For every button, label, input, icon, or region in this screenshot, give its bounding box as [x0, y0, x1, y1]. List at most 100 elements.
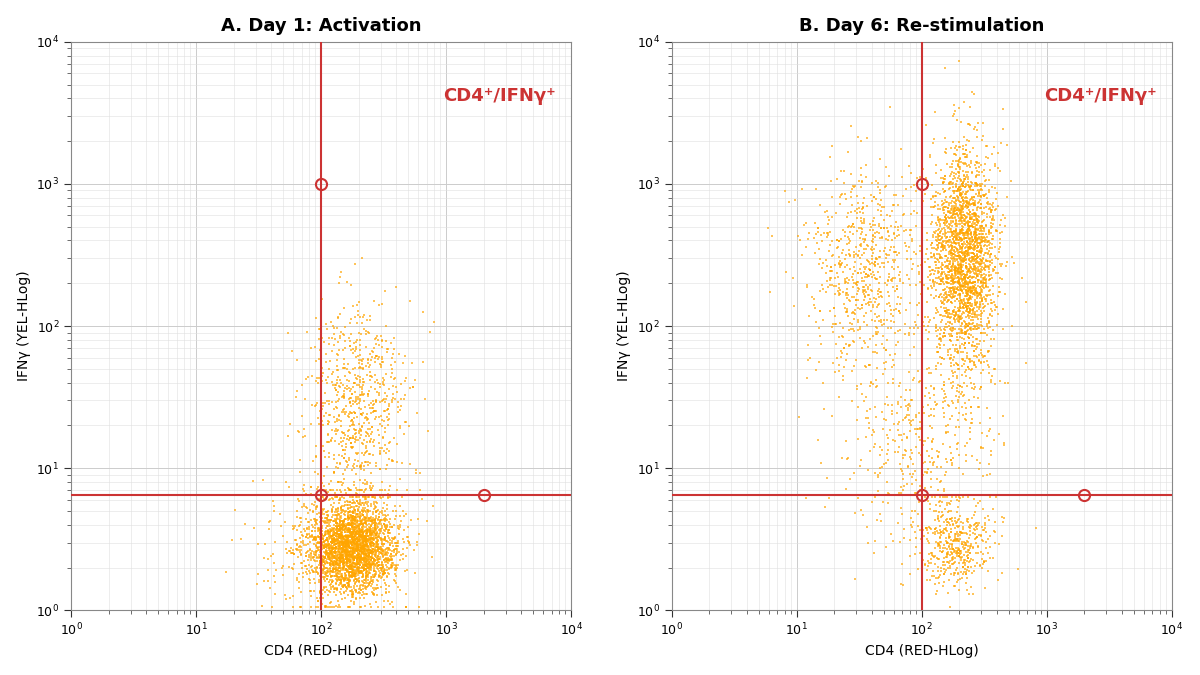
- Point: [944, 313, 964, 324]
- Point: [925, 200, 944, 211]
- Point: [895, 413, 914, 424]
- Point: [906, 186, 925, 196]
- Point: [334, 564, 353, 575]
- Point: [332, 546, 352, 557]
- Point: [352, 518, 371, 529]
- Point: [328, 529, 347, 539]
- Point: [360, 360, 379, 371]
- Point: [340, 602, 359, 613]
- Point: [972, 320, 991, 331]
- Point: [312, 529, 331, 540]
- Point: [366, 383, 385, 394]
- Point: [947, 491, 966, 502]
- Point: [984, 526, 1003, 537]
- Point: [961, 227, 980, 238]
- Point: [325, 510, 344, 520]
- Point: [949, 296, 968, 306]
- Point: [305, 525, 324, 536]
- Point: [354, 531, 373, 542]
- Point: [356, 507, 376, 518]
- Point: [346, 540, 365, 551]
- Point: [347, 425, 366, 435]
- Point: [337, 581, 356, 592]
- Point: [946, 242, 965, 252]
- Point: [324, 540, 343, 551]
- Point: [923, 549, 942, 560]
- Point: [935, 393, 954, 404]
- Point: [928, 278, 947, 289]
- Point: [946, 306, 965, 317]
- Point: [307, 592, 326, 603]
- Point: [828, 235, 847, 246]
- Point: [337, 572, 356, 583]
- Point: [959, 364, 978, 375]
- Point: [373, 570, 392, 580]
- Point: [946, 261, 965, 272]
- Point: [960, 253, 979, 264]
- Point: [326, 578, 346, 589]
- Point: [350, 545, 370, 556]
- Point: [865, 232, 884, 243]
- Point: [354, 543, 373, 554]
- Point: [380, 522, 400, 533]
- Point: [352, 430, 371, 441]
- Point: [307, 542, 326, 553]
- Point: [928, 342, 947, 353]
- Point: [869, 219, 888, 230]
- Point: [965, 312, 984, 323]
- Point: [343, 388, 362, 399]
- Point: [328, 555, 347, 566]
- Point: [966, 294, 985, 305]
- Point: [952, 313, 971, 324]
- Point: [331, 378, 350, 389]
- Point: [367, 554, 386, 565]
- Point: [961, 581, 980, 592]
- Point: [968, 266, 988, 277]
- Point: [901, 416, 920, 427]
- Point: [355, 516, 374, 527]
- Point: [374, 563, 394, 574]
- Point: [418, 426, 437, 437]
- Point: [971, 234, 990, 244]
- Point: [346, 346, 365, 356]
- Point: [354, 528, 373, 539]
- Point: [302, 531, 322, 542]
- Point: [965, 200, 984, 211]
- Point: [329, 530, 348, 541]
- Point: [350, 460, 370, 470]
- Point: [358, 541, 377, 551]
- Point: [877, 223, 896, 234]
- Point: [943, 274, 962, 285]
- Point: [875, 223, 894, 234]
- Point: [377, 547, 396, 558]
- Point: [962, 272, 982, 283]
- Point: [924, 265, 943, 276]
- Point: [961, 184, 980, 195]
- Point: [328, 403, 347, 414]
- Point: [382, 563, 401, 574]
- Point: [314, 517, 334, 528]
- Point: [924, 243, 943, 254]
- Point: [349, 530, 368, 541]
- Point: [332, 516, 352, 526]
- Point: [964, 248, 983, 259]
- Point: [932, 200, 952, 211]
- Point: [953, 319, 972, 330]
- Point: [360, 547, 379, 558]
- Point: [875, 413, 894, 424]
- Point: [311, 533, 330, 543]
- Point: [325, 533, 344, 543]
- Point: [336, 558, 355, 568]
- Point: [353, 553, 372, 564]
- Point: [961, 240, 980, 251]
- Point: [337, 556, 356, 566]
- Point: [353, 537, 372, 547]
- Point: [372, 543, 391, 554]
- Point: [361, 524, 380, 535]
- Point: [343, 536, 362, 547]
- Point: [964, 253, 983, 264]
- Point: [940, 514, 959, 524]
- Point: [337, 375, 356, 385]
- Point: [838, 310, 857, 321]
- Point: [331, 556, 350, 566]
